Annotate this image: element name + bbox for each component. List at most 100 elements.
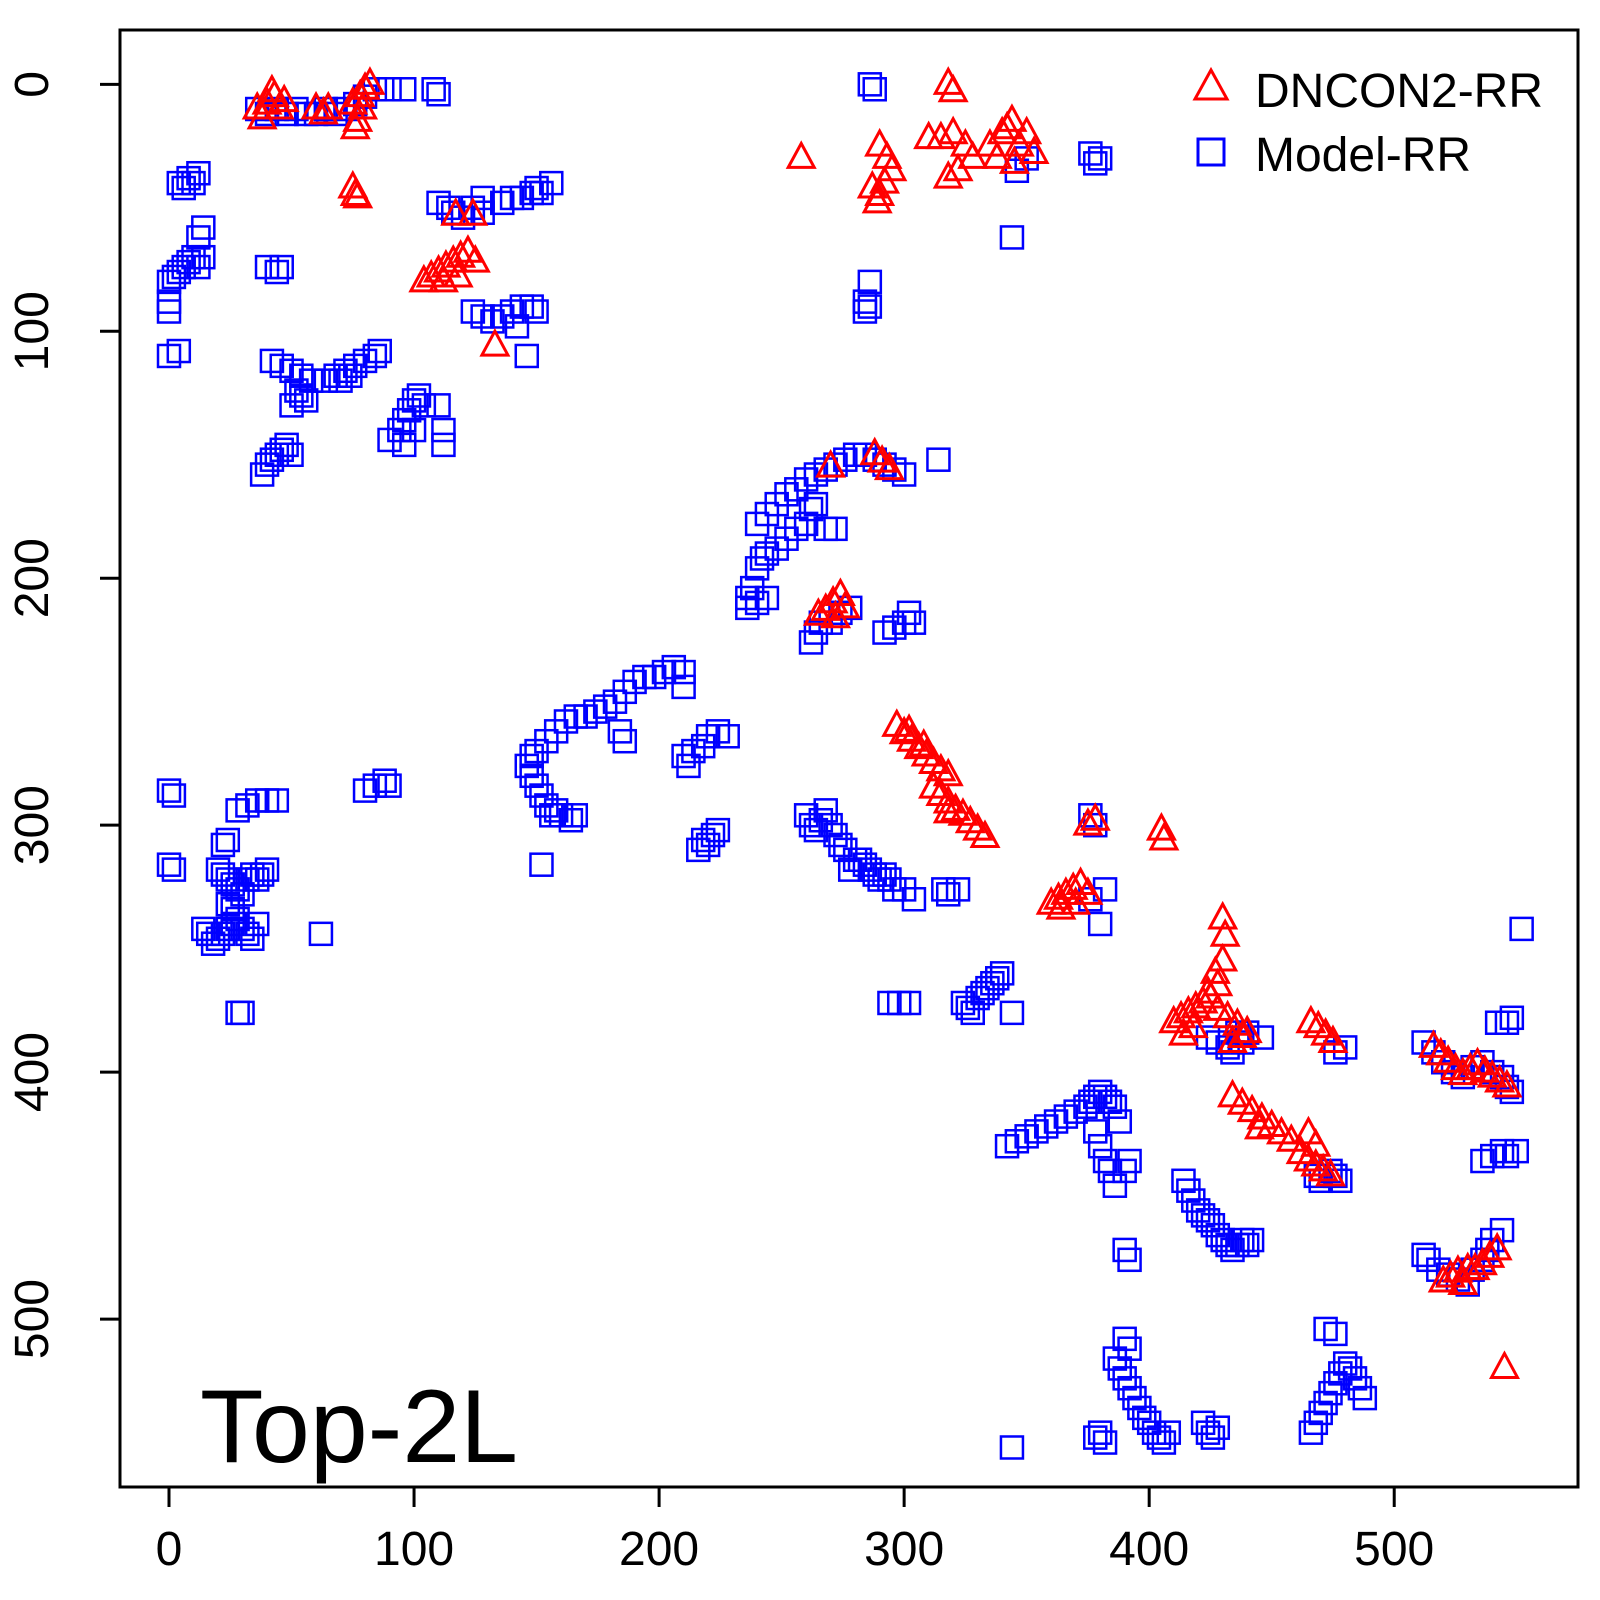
model-rr-point	[269, 254, 294, 280]
model-rr-point	[700, 822, 726, 848]
model-rr-point	[931, 877, 956, 902]
dncon2-rr-point	[1447, 1056, 1479, 1086]
panel-label: Top-2L	[200, 1369, 518, 1485]
model-rr-point	[671, 659, 696, 685]
dncon2-rr-point	[925, 120, 957, 150]
dncon2-rr-point	[1216, 1078, 1249, 1108]
model-rr-point	[862, 77, 887, 102]
model-rr-point	[156, 852, 182, 877]
dncon2-rr-point	[908, 728, 940, 757]
model-rr-point	[715, 724, 740, 749]
dncon2-rr-point	[1295, 1004, 1327, 1034]
x-tick-label: 0	[156, 1523, 183, 1576]
model-rr-point	[896, 990, 922, 1016]
model-rr-point	[852, 299, 878, 324]
y-tick-label: 300	[6, 785, 59, 865]
dncon2-rr-point	[876, 152, 908, 182]
legend: DNCON2-RR Model-RR	[1192, 65, 1543, 182]
model-rr-point	[264, 788, 290, 813]
model-rr-point	[225, 1000, 250, 1026]
dncon2-rr-point	[256, 73, 288, 103]
model-rr-point	[539, 170, 564, 196]
model-rr-point	[1117, 1247, 1142, 1273]
model-rr-point	[156, 778, 182, 803]
model-rr-point	[857, 294, 883, 319]
model-rr-point	[999, 1435, 1025, 1460]
model-rr-point	[279, 442, 304, 468]
model-rr-point	[705, 817, 731, 843]
model-rr-point	[240, 926, 265, 952]
dncon2-rr-point	[479, 327, 511, 357]
model-rr-point	[901, 887, 927, 912]
model-rr-point	[999, 1000, 1025, 1026]
dncon2-rr-point	[1057, 871, 1089, 900]
dncon2-rr-point	[991, 110, 1023, 140]
model-rr-point	[426, 393, 451, 418]
model-rr-point	[308, 921, 334, 947]
model-rr-point	[210, 832, 236, 858]
model-rr-point	[686, 837, 711, 863]
model-rr-point	[1083, 151, 1108, 176]
model-rr-series	[156, 72, 1534, 1460]
model-rr-point	[1117, 1336, 1142, 1361]
x-tick-label: 300	[864, 1523, 944, 1576]
x-tick-label: 100	[374, 1523, 454, 1576]
model-rr-point	[1509, 916, 1534, 942]
model-rr-point	[426, 81, 451, 107]
model-rr-point	[470, 185, 495, 211]
y-tick-label: 400	[6, 1032, 59, 1112]
model-rr-point	[901, 610, 927, 635]
dncon2-rr-point	[932, 66, 964, 95]
y-tick-label: 500	[6, 1279, 59, 1359]
dncon2-rr-point	[1447, 1266, 1479, 1296]
dncon2-rr-point	[1018, 135, 1050, 164]
y-tick-label: 100	[6, 291, 59, 371]
model-rr-point	[671, 674, 696, 700]
dncon2-rr-point	[1300, 1128, 1332, 1157]
model-rr-point	[999, 225, 1025, 250]
model-rr-point	[504, 314, 530, 339]
model-rr-point	[519, 294, 544, 319]
model-rr-point	[891, 462, 917, 487]
model-rr-point	[411, 393, 437, 418]
model-rr-point	[735, 595, 760, 621]
model-rr-point	[186, 160, 211, 186]
model-rr-point	[254, 857, 280, 882]
dncon2-rr-point	[1145, 811, 1177, 841]
dncon2-rr-point	[1300, 1147, 1332, 1177]
dncon2-rr-point	[459, 243, 491, 273]
dncon2-rr-series	[241, 66, 1523, 1379]
model-rr-point	[377, 773, 402, 798]
model-rr-point	[1102, 1094, 1128, 1119]
dncon2-rr-point	[1216, 1024, 1249, 1053]
dncon2-rr-point	[1459, 1251, 1491, 1281]
dncon2-rr-point	[430, 248, 462, 278]
model-rr-point	[1489, 1138, 1515, 1164]
dncon2-rr-point	[1148, 821, 1180, 851]
model-rr-point	[431, 417, 456, 443]
model-rr-point	[985, 966, 1010, 991]
model-rr-point	[362, 343, 388, 369]
dncon2-rr-point	[937, 115, 969, 145]
model-rr-point	[1156, 1420, 1182, 1445]
model-rr-point	[338, 363, 363, 388]
model-rr-point	[367, 338, 392, 364]
dncon2-rr-point	[1484, 1063, 1516, 1093]
model-rr-point	[524, 299, 549, 324]
model-rr-point	[1352, 1385, 1378, 1411]
model-rr-point	[519, 743, 544, 769]
dncon2-rr-point	[415, 258, 447, 288]
dncon2-rr-point	[932, 757, 964, 787]
model-rr-point	[1494, 1010, 1520, 1035]
dncon2-rr-point	[354, 66, 386, 95]
dncon2-rr-point	[1192, 974, 1224, 1004]
y-tick-label: 200	[6, 538, 59, 618]
dncon2-rr-point	[1469, 1053, 1501, 1083]
model-rr-point	[1239, 1227, 1265, 1253]
dncon2-rr-point	[1079, 802, 1111, 831]
dncon2-rr-point	[342, 103, 374, 132]
dncon2-rr-point	[342, 179, 374, 209]
dncon2-rr-point	[1231, 1014, 1263, 1044]
legend-label-dncon2: DNCON2-RR	[1255, 65, 1543, 118]
